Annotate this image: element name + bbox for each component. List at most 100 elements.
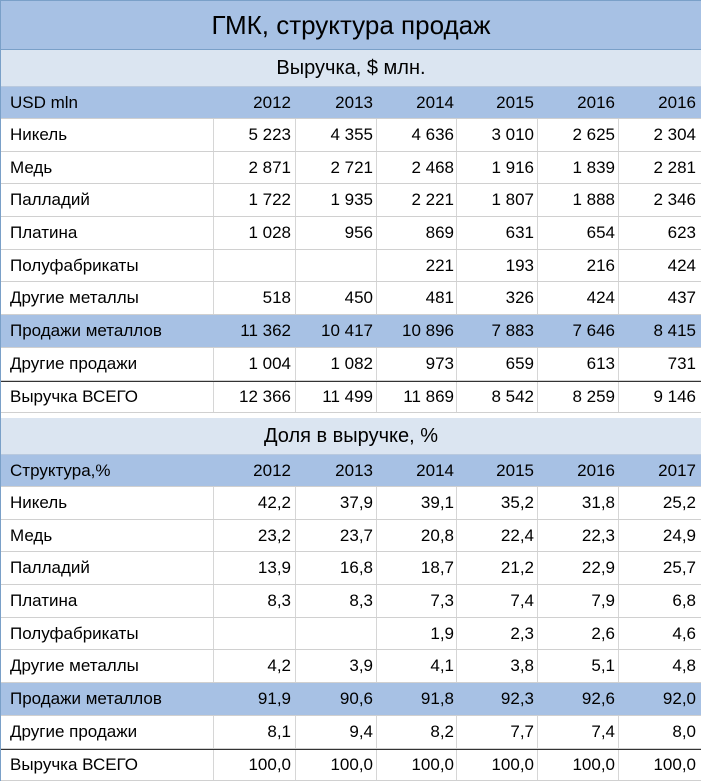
table-cell: 1 935 bbox=[295, 184, 375, 217]
table-cell bbox=[213, 249, 293, 282]
table-cell: 956 bbox=[295, 217, 375, 249]
table-row: Продажи металлов 91,9 90,6 91,8 92,3 92,6 92,0 bbox=[1, 683, 701, 716]
table-cell: 2 468 bbox=[376, 151, 456, 184]
table-cell: 39,1 bbox=[376, 487, 456, 519]
header-label: USD mln bbox=[10, 92, 79, 112]
table-cell bbox=[295, 617, 375, 650]
revenue-section-title: Выручка, $ млн. bbox=[1, 50, 701, 87]
table-cell: 2 721 bbox=[295, 151, 375, 184]
table-cell: 100,0 bbox=[295, 749, 375, 781]
year-header: 2017 bbox=[618, 455, 698, 486]
header-label: Структура,% bbox=[10, 460, 111, 480]
table-cell: 8 259 bbox=[537, 381, 617, 413]
table-row: Другие продажи 1 004 1 082 973 659 613 731 bbox=[1, 347, 701, 381]
row-label: Другие продажи bbox=[10, 353, 138, 373]
table-cell: 3 010 bbox=[456, 119, 536, 151]
table-cell: 24,9 bbox=[618, 519, 698, 552]
table-cell: 10 896 bbox=[376, 315, 456, 347]
table-cell: 8,1 bbox=[213, 715, 293, 748]
table-header-row: USD mln 2012 2013 2014 2015 2016 2016 bbox=[1, 87, 701, 119]
table-cell: 2,6 bbox=[537, 617, 617, 650]
table-cell: 869 bbox=[376, 217, 456, 249]
table-cell: 23,2 bbox=[213, 519, 293, 552]
table-cell: 8,3 bbox=[295, 585, 375, 617]
table-cell: 100,0 bbox=[213, 749, 293, 781]
row-label: Платина bbox=[10, 222, 78, 242]
table-cell: 16,8 bbox=[295, 552, 375, 585]
row-label: Выручка ВСЕГО bbox=[10, 754, 139, 774]
table-cell: 31,8 bbox=[537, 487, 617, 519]
table-cell: 11 869 bbox=[376, 381, 456, 413]
table-cell: 1,9 bbox=[376, 617, 456, 650]
table-cell: 25,2 bbox=[618, 487, 698, 519]
table-cell: 2 346 bbox=[618, 184, 698, 217]
revenue-table: USD mln 2012 2013 2014 2015 2016 2016 Никель 5 2… bbox=[1, 87, 701, 414]
table-cell: 2 304 bbox=[618, 119, 698, 151]
table-cell: 42,2 bbox=[213, 487, 293, 519]
table-cell: 22,3 bbox=[537, 519, 617, 552]
row-label: Продажи металлов bbox=[10, 320, 162, 340]
table-cell: 4,6 bbox=[618, 617, 698, 650]
table-cell: 518 bbox=[213, 282, 293, 315]
table-cell: 2 221 bbox=[376, 184, 456, 217]
table-cell: 37,9 bbox=[295, 487, 375, 519]
row-label: Продажи металлов bbox=[10, 688, 162, 708]
table-cell: 1 916 bbox=[456, 151, 536, 184]
table-cell: 424 bbox=[618, 249, 698, 282]
table-row: Другие металлы 518 450 481 326 424 437 bbox=[1, 282, 701, 316]
table-cell: 23,7 bbox=[295, 519, 375, 552]
table-cell: 623 bbox=[618, 217, 698, 249]
share-section-title: Доля в выручке, % bbox=[1, 418, 701, 455]
table-cell: 90,6 bbox=[295, 683, 375, 715]
table-cell bbox=[213, 617, 293, 650]
table-row: Полуфабрикаты 221 193 216 424 bbox=[1, 249, 701, 283]
table-cell: 10 417 bbox=[295, 315, 375, 347]
table-cell: 731 bbox=[618, 347, 698, 380]
table-cell: 8,0 bbox=[618, 715, 698, 748]
table-cell: 91,9 bbox=[213, 683, 293, 715]
year-header: 2015 bbox=[456, 455, 536, 486]
table-cell: 4 355 bbox=[295, 119, 375, 151]
row-label: Другие продажи bbox=[10, 721, 138, 741]
table-cell: 216 bbox=[537, 249, 617, 282]
row-label: Палладий bbox=[10, 190, 90, 210]
table-cell: 1 888 bbox=[537, 184, 617, 217]
table-cell: 654 bbox=[537, 217, 617, 249]
table-row: Никель 42,2 37,9 39,1 35,2 31,8 25,2 bbox=[1, 487, 701, 520]
row-label: Никель bbox=[10, 124, 68, 144]
row-label: Медь bbox=[10, 157, 53, 177]
table-cell: 92,3 bbox=[456, 683, 536, 715]
table-cell: 613 bbox=[537, 347, 617, 380]
table-cell: 193 bbox=[456, 249, 536, 282]
table-cell: 1 839 bbox=[537, 151, 617, 184]
table-cell: 7,7 bbox=[456, 715, 536, 748]
table-cell: 91,8 bbox=[376, 683, 456, 715]
row-label: Палладий bbox=[10, 558, 90, 578]
share-table: Структура,% 2012 2013 2014 2015 2016 2017 Никел… bbox=[1, 455, 701, 781]
table-cell: 4 636 bbox=[376, 119, 456, 151]
table-cell: 25,7 bbox=[618, 552, 698, 585]
table-cell: 1 722 bbox=[213, 184, 293, 217]
table-cell: 2,3 bbox=[456, 617, 536, 650]
table-row: Другие металлы 4,2 3,9 4,1 3,8 5,1 4,8 bbox=[1, 650, 701, 684]
table-cell: 100,0 bbox=[537, 749, 617, 781]
year-header: 2013 bbox=[295, 455, 375, 486]
table-cell: 4,2 bbox=[213, 650, 293, 683]
table-cell: 3,8 bbox=[456, 650, 536, 683]
table-cell: 18,7 bbox=[376, 552, 456, 585]
table-cell: 12 366 bbox=[213, 381, 293, 413]
table-cell: 1 082 bbox=[295, 347, 375, 380]
table-cell: 2 281 bbox=[618, 151, 698, 184]
table-cell: 424 bbox=[537, 282, 617, 315]
table-cell: 11 499 bbox=[295, 381, 375, 413]
table-header-row: Структура,% 2012 2013 2014 2015 2016 2017 bbox=[1, 455, 701, 487]
table-cell: 221 bbox=[376, 249, 456, 282]
table-cell bbox=[295, 249, 375, 282]
year-header: 2013 bbox=[295, 87, 375, 118]
row-label: Медь bbox=[10, 525, 53, 545]
table-cell: 100,0 bbox=[618, 749, 698, 781]
table-cell: 1 028 bbox=[213, 217, 293, 249]
table-row: Выручка ВСЕГО 12 366 11 499 11 869 8 542 8 25… bbox=[1, 380, 701, 414]
year-header: 2012 bbox=[213, 87, 293, 118]
year-header: 2014 bbox=[376, 455, 456, 486]
